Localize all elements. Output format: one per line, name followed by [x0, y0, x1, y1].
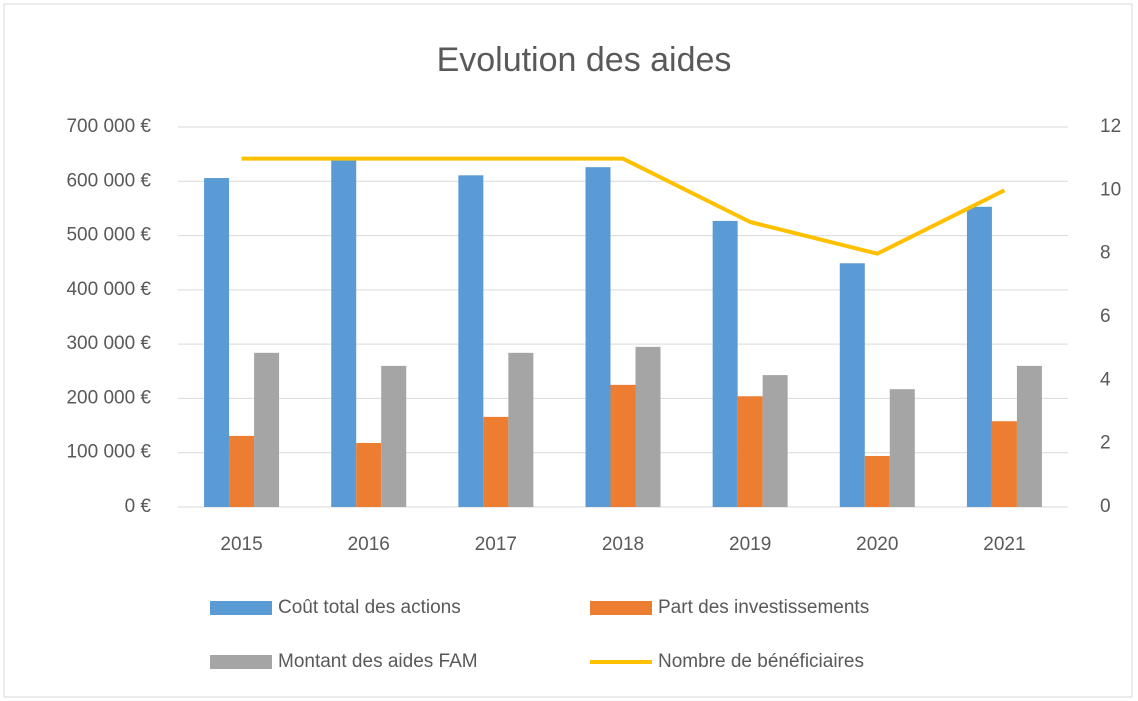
- bar: [864, 455, 890, 507]
- y-tick-label: 400 000 €: [66, 279, 151, 300]
- x-tick-label: 2020: [856, 534, 898, 555]
- y-tick-label: 500 000 €: [66, 225, 151, 246]
- x-tick-label: 2015: [220, 534, 262, 555]
- bar: [610, 384, 636, 507]
- x-tick-label: 2017: [475, 534, 517, 555]
- y2-tick-label: 10: [1100, 179, 1121, 200]
- y2-tick-label: 2: [1100, 433, 1111, 454]
- bar: [966, 206, 992, 508]
- legend-label: Part des investissements: [658, 597, 869, 618]
- bar: [483, 416, 509, 507]
- bar: [635, 346, 661, 507]
- y-tick-label: 100 000 €: [66, 442, 151, 463]
- bar: [991, 421, 1017, 507]
- legend-label: Coût total des actions: [278, 597, 461, 618]
- bar: [839, 263, 865, 507]
- y-tick-label: 700 000 €: [66, 116, 151, 137]
- y-tick-label: 0 €: [125, 496, 152, 517]
- chart-title: Evolution des aides: [437, 41, 732, 79]
- x-tick-label: 2018: [602, 534, 644, 555]
- bar: [254, 352, 280, 507]
- y2-tick-label: 12: [1100, 116, 1121, 137]
- y-tick-label: 600 000 €: [66, 170, 151, 191]
- bar: [331, 160, 357, 507]
- x-tick-label: 2019: [729, 534, 771, 555]
- legend-swatch: [590, 601, 652, 615]
- legend-swatch: [210, 601, 272, 615]
- bar: [737, 396, 763, 507]
- y2-tick-label: 4: [1100, 369, 1111, 390]
- y-tick-label: 300 000 €: [66, 333, 151, 354]
- legend-swatch: [210, 655, 272, 669]
- bar: [762, 375, 788, 507]
- y2-tick-label: 8: [1100, 243, 1111, 264]
- bar: [229, 435, 255, 507]
- y2-tick-label: 6: [1100, 306, 1111, 327]
- y-tick-label: 200 000 €: [66, 387, 151, 408]
- bar: [712, 220, 738, 507]
- x-tick-label: 2016: [348, 534, 390, 555]
- bar: [508, 352, 534, 507]
- bar: [204, 178, 230, 507]
- bar: [1016, 365, 1042, 507]
- y2-tick-label: 0: [1100, 496, 1111, 517]
- legend-label: Nombre de bénéficiaires: [658, 651, 864, 672]
- bar: [458, 175, 484, 508]
- line: [241, 156, 1006, 256]
- bar: [889, 389, 915, 507]
- x-tick-label: 2021: [983, 534, 1025, 555]
- bar: [585, 167, 611, 507]
- legend-label: Montant des aides FAM: [278, 651, 478, 672]
- chart-frame: [3, 3, 1133, 698]
- bar: [356, 442, 382, 507]
- bar: [381, 365, 407, 507]
